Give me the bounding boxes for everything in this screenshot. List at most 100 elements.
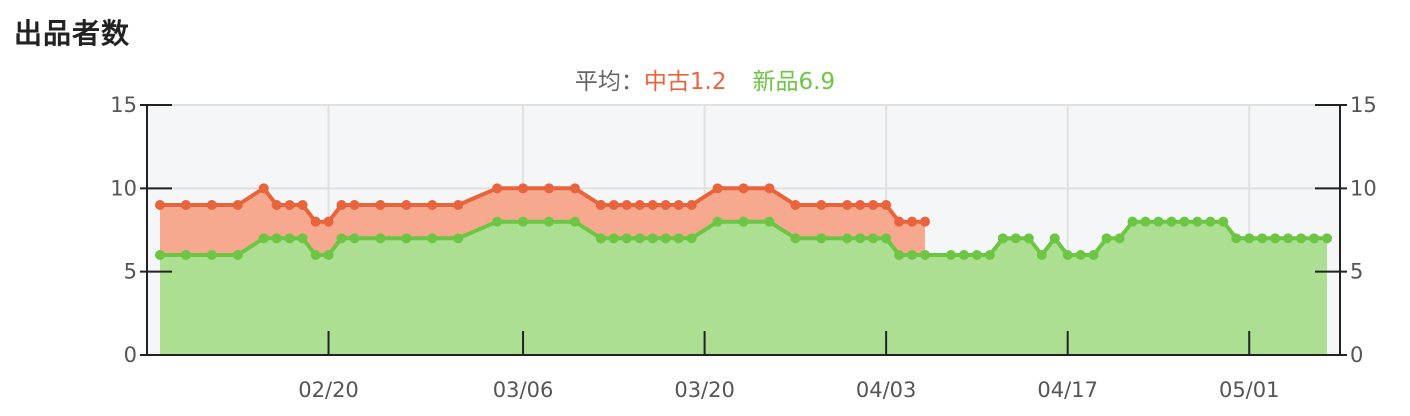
- new-point: [336, 233, 347, 244]
- x-tick-label: 05/01: [1219, 378, 1280, 402]
- new-point: [997, 233, 1008, 244]
- average-prefix: 平均：: [574, 69, 644, 95]
- new-point: [323, 250, 334, 260]
- new-point: [284, 233, 295, 244]
- used-point: [764, 183, 775, 194]
- new-point: [1309, 233, 1320, 244]
- new-point: [647, 233, 658, 244]
- new-point: [958, 250, 969, 260]
- new-point: [816, 233, 827, 244]
- new-point: [855, 233, 866, 244]
- x-tick-label: 03/06: [493, 378, 554, 402]
- new-point: [945, 250, 956, 260]
- used-point: [154, 200, 165, 210]
- used-point: [660, 200, 671, 210]
- new-point: [492, 216, 503, 227]
- new-point: [543, 216, 554, 227]
- used-point: [310, 216, 321, 227]
- new-point: [686, 233, 697, 244]
- new-point: [1231, 233, 1242, 244]
- x-tick-label: 03/20: [674, 378, 735, 402]
- new-point: [1205, 216, 1216, 227]
- y-tick-label-right: 10: [1350, 176, 1377, 200]
- new-point: [271, 233, 282, 244]
- used-point: [492, 183, 503, 194]
- new-line: [160, 219, 1327, 257]
- areas: [160, 188, 1327, 355]
- used-point: [349, 200, 360, 210]
- new-point: [621, 233, 632, 244]
- y-tick-label-left: 15: [110, 93, 137, 117]
- new-point: [764, 216, 775, 227]
- new-point: [894, 250, 905, 260]
- used-point: [842, 200, 853, 210]
- new-point: [1296, 233, 1307, 244]
- used-point: [206, 200, 217, 210]
- used-point: [907, 216, 918, 227]
- used-point: [401, 200, 412, 210]
- used-point: [375, 200, 386, 210]
- new-point: [971, 250, 982, 260]
- new-point: [427, 233, 438, 244]
- lines: [160, 186, 1327, 257]
- new-point: [1036, 250, 1047, 260]
- x-tick-label: 02/20: [298, 378, 359, 402]
- y-tick-label-left: 5: [124, 260, 137, 284]
- new-point: [1153, 216, 1164, 227]
- new-point: [1244, 233, 1255, 244]
- new-point: [1257, 233, 1268, 244]
- new-point: [984, 250, 995, 260]
- new-point: [1023, 233, 1034, 244]
- new-point: [842, 233, 853, 244]
- new-point: [258, 233, 269, 244]
- new-point: [453, 233, 464, 244]
- new-point: [1062, 250, 1073, 260]
- new-point: [790, 233, 801, 244]
- new-point: [180, 250, 191, 260]
- used-point: [621, 200, 632, 210]
- new-point: [349, 233, 360, 244]
- new-point: [1088, 250, 1099, 260]
- new-point: [1140, 216, 1151, 227]
- new-point: [660, 233, 671, 244]
- used-point: [855, 200, 866, 210]
- used-point: [323, 216, 334, 227]
- new-point: [738, 216, 749, 227]
- new-area: [160, 221, 1327, 355]
- new-point: [907, 250, 918, 260]
- used-point: [634, 200, 645, 210]
- y-tick-label-left: 0: [124, 343, 137, 367]
- new-point: [1166, 216, 1177, 227]
- y-tick-label-right: 15: [1350, 93, 1377, 117]
- new-point: [920, 250, 931, 260]
- new-point: [595, 233, 606, 244]
- used-point: [894, 216, 905, 227]
- used-point: [518, 183, 529, 194]
- y-tick-label-right: 5: [1350, 260, 1363, 284]
- new-point: [868, 233, 879, 244]
- used-point: [427, 200, 438, 210]
- new-point: [1075, 250, 1086, 260]
- x-tick-label: 04/03: [856, 378, 917, 402]
- used-point: [608, 200, 619, 210]
- new-point: [206, 250, 217, 260]
- y-tick-label-right: 0: [1350, 343, 1363, 367]
- new-point: [1179, 216, 1190, 227]
- used-point: [595, 200, 606, 210]
- new-point: [1114, 233, 1125, 244]
- used-point: [336, 200, 347, 210]
- used-line: [160, 186, 925, 224]
- used-point: [920, 216, 931, 227]
- used-point: [712, 183, 723, 194]
- used-point: [180, 200, 191, 210]
- chart-title: 出品者数: [14, 17, 131, 50]
- used-point: [297, 200, 308, 210]
- new-point: [232, 250, 243, 260]
- used-point: [738, 183, 749, 194]
- new-average: 新品6.9: [752, 69, 836, 95]
- new-point: [518, 216, 529, 227]
- x-tick-label: 04/17: [1037, 378, 1098, 402]
- new-point: [375, 233, 386, 244]
- used-point: [790, 200, 801, 210]
- used-point: [453, 200, 464, 210]
